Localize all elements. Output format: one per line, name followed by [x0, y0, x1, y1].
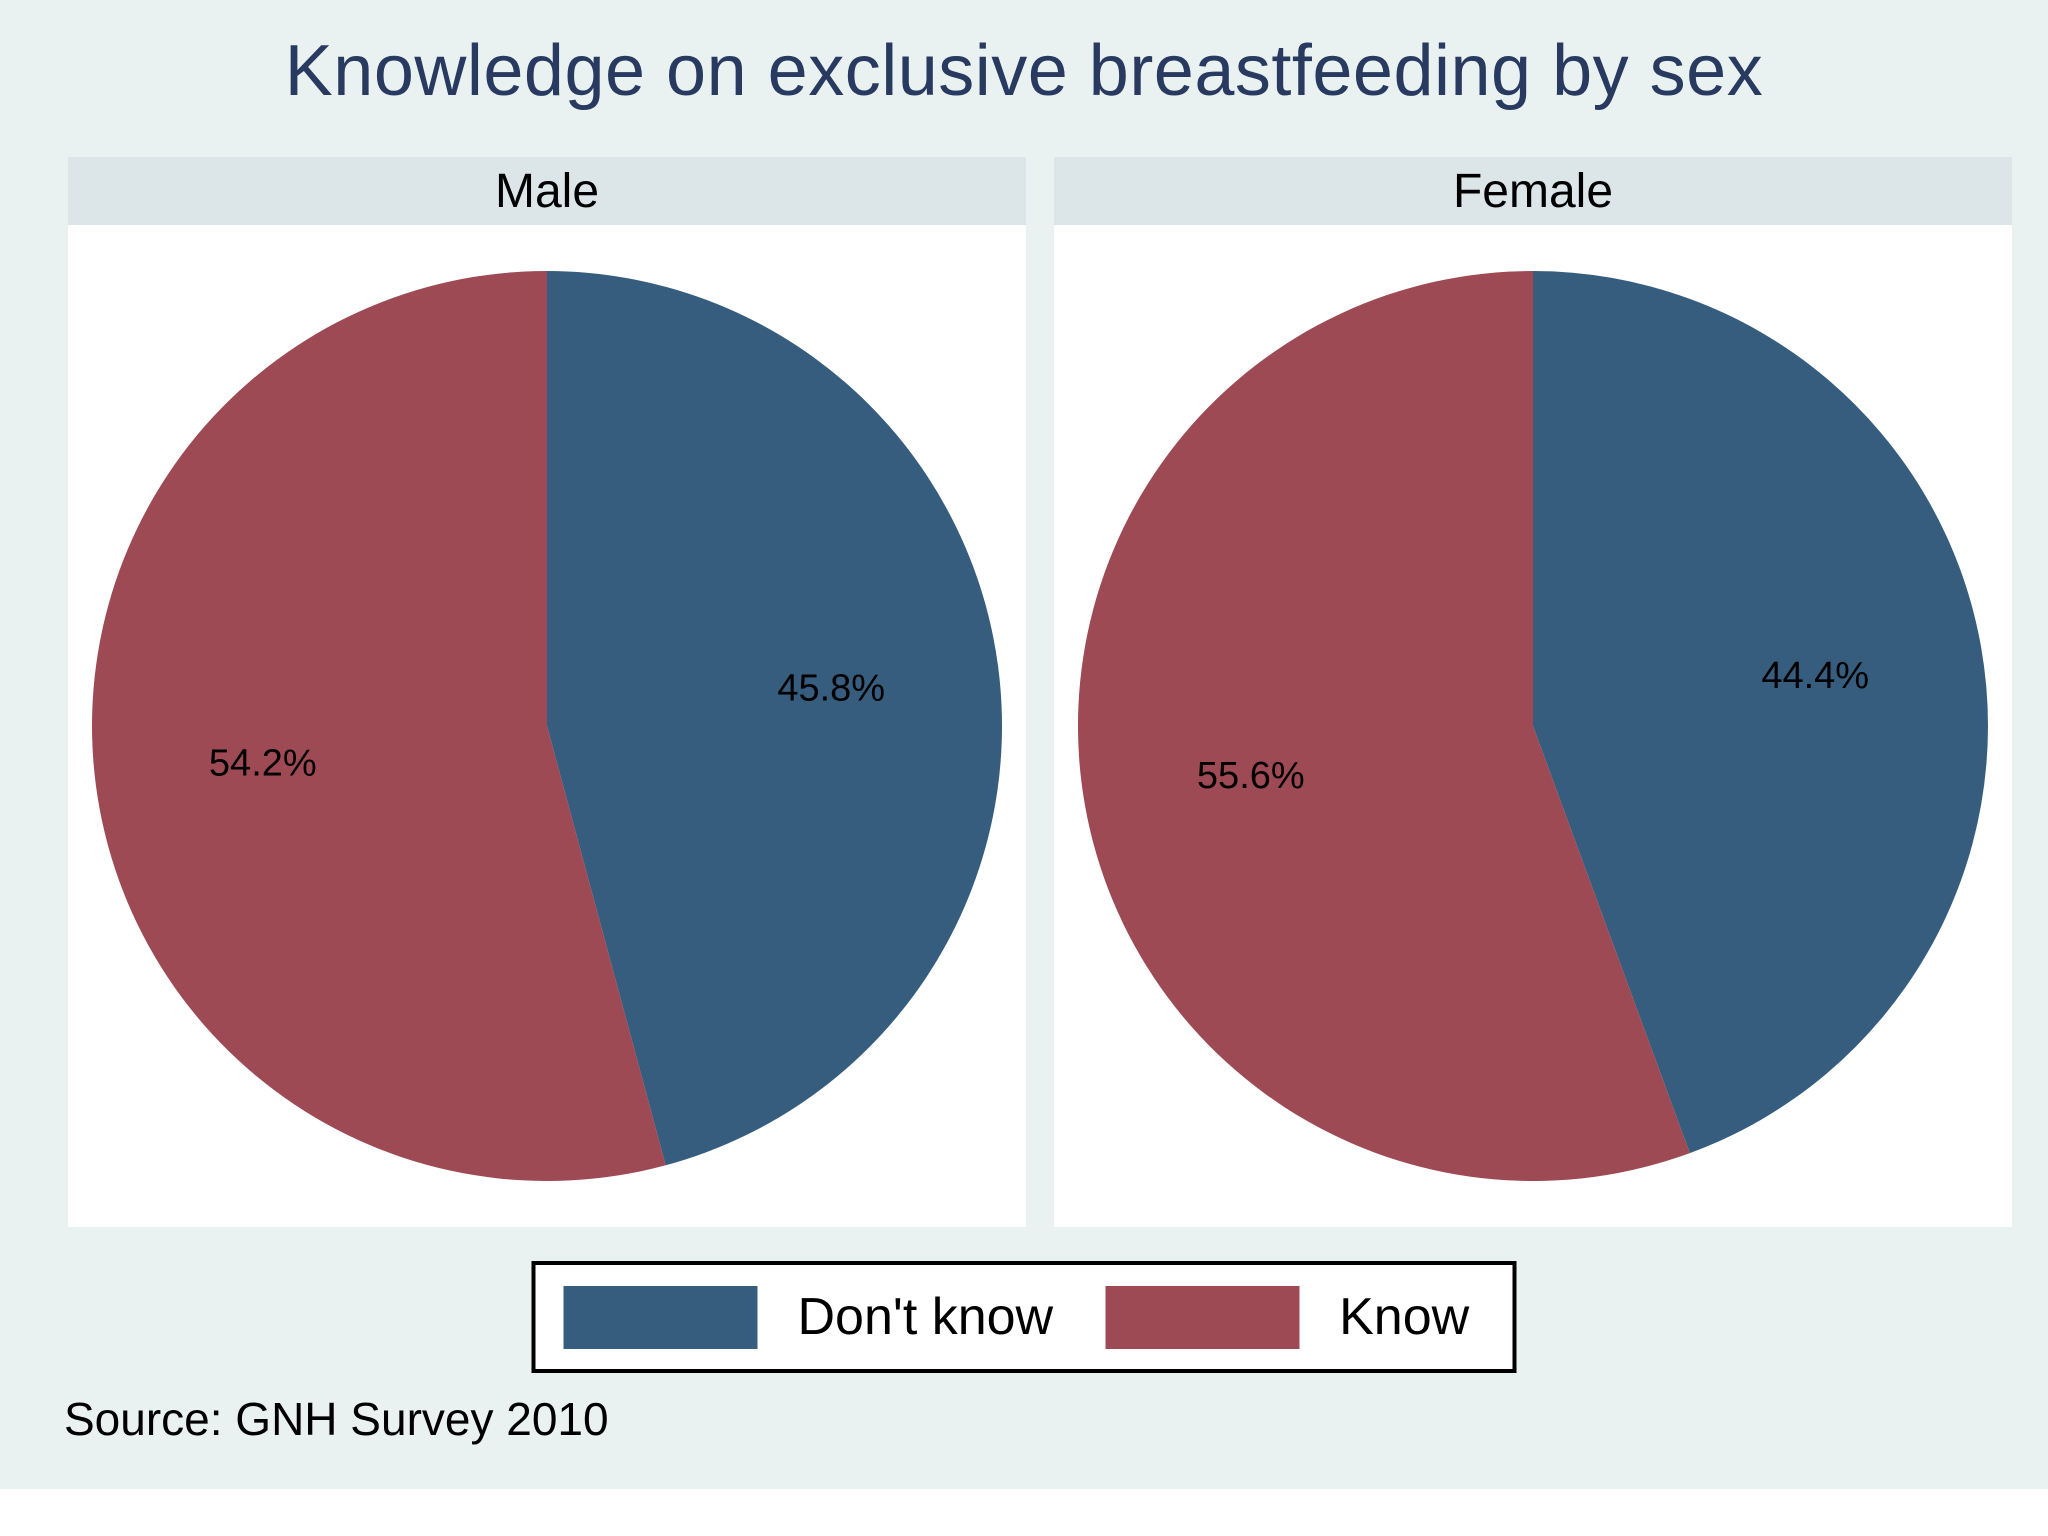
panel-header-male: Male: [68, 157, 1026, 225]
panel-female: Female 44.4% 55.6%: [1054, 157, 2012, 1227]
pie-value-label: 55.6%: [1197, 755, 1305, 797]
chart-title: Knowledge on exclusive breastfeeding by …: [284, 31, 1764, 111]
legend-item-dont-know: Don't know: [563, 1285, 1054, 1349]
panels-container: Male 45.8% 54.2% Female 44.4% 55.6%: [68, 157, 2012, 1227]
pie-value-label: 54.2%: [209, 743, 317, 785]
legend-swatch-know: [1105, 1285, 1300, 1349]
panel-title-male: Male: [494, 164, 600, 218]
pie-chart-male: 45.8% 54.2%: [92, 271, 1002, 1181]
pie-chart-female: 44.4% 55.6%: [1078, 271, 1988, 1181]
pie-slice-don-t-know: [1533, 271, 1988, 1154]
panel-plot-male: 45.8% 54.2%: [68, 225, 1026, 1227]
pie-value-label: 44.4%: [1761, 655, 1869, 697]
pie-slice-don-t-know: [547, 271, 1002, 1166]
panel-plot-female: 44.4% 55.6%: [1054, 225, 2012, 1227]
panel-male: Male 45.8% 54.2%: [68, 157, 1026, 1227]
panel-title-female: Female: [1452, 164, 1614, 218]
legend-swatch-dont-know: [563, 1285, 758, 1349]
legend-label-know: Know: [1339, 1288, 1470, 1346]
pie-slice-know: [92, 271, 666, 1181]
legend: Don't know Know: [531, 1261, 1517, 1373]
panel-header-female: Female: [1054, 157, 2012, 225]
pie-value-label: 45.8%: [777, 667, 885, 709]
legend-label-dont-know: Don't know: [797, 1288, 1054, 1346]
bottom-margin-strip: [0, 1489, 2048, 1536]
pie-slice-know: [1078, 271, 1690, 1181]
source-note: Source: GNH Survey 2010: [64, 1393, 609, 1445]
legend-item-know: Know: [1105, 1285, 1470, 1349]
